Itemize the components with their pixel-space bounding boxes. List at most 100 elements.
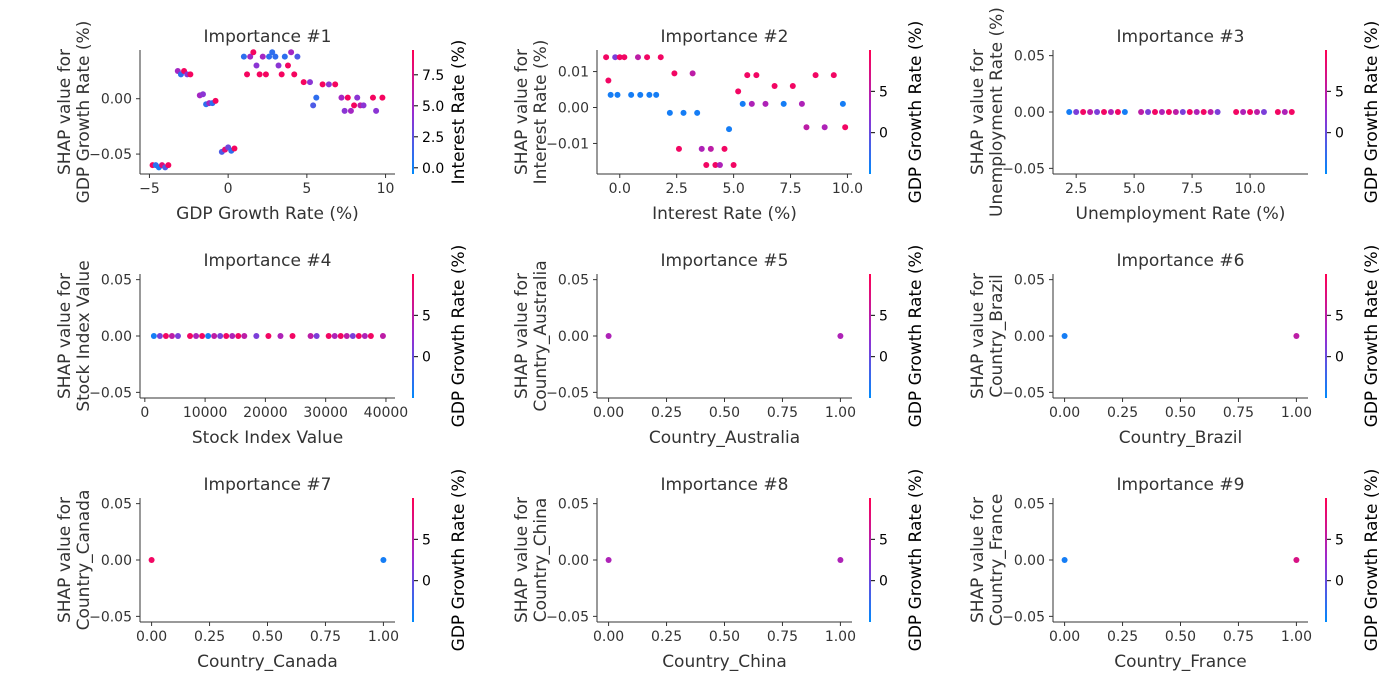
colorbar-tick-label: 5 — [879, 532, 888, 548]
colorbar-label-text: GDP Growth Rate (%) — [449, 469, 469, 652]
x-tick-label: 0.25 — [651, 405, 682, 421]
x-axis-label: Country_Australia — [649, 428, 800, 448]
data-point — [231, 145, 238, 152]
colorbar-tick-label: 0 — [1335, 126, 1344, 142]
data-point — [351, 102, 358, 109]
data-point — [373, 107, 380, 114]
data-point — [1138, 109, 1145, 115]
colorbar-tick-label: 0 — [879, 350, 888, 366]
data-point — [616, 54, 623, 61]
x-axis-label: Stock Index Value — [192, 428, 343, 448]
colorbar-label: GDP Growth Rate (%) — [1362, 21, 1382, 204]
data-point — [637, 91, 644, 98]
y-axis-label: SHAP value for GDP Growth Rate (%) — [55, 21, 94, 204]
y-tick-label: −0.05 — [1002, 161, 1045, 177]
data-point — [341, 107, 348, 114]
colorbar — [869, 50, 871, 174]
data-point — [235, 333, 242, 339]
data-point — [379, 94, 386, 101]
y-tick-label: 0.00 — [101, 92, 132, 108]
x-tick-label: 30000 — [303, 405, 348, 421]
chart-panel-4: Importance #4 0 10000 20000 30000 40000 −0.05 0… — [55, 245, 469, 448]
data-point — [1214, 109, 1221, 115]
x-tick-label: 0.50 — [252, 629, 283, 645]
colorbar-tick-label: 2.5 — [422, 130, 444, 146]
data-point — [1207, 109, 1214, 115]
data-point — [278, 71, 285, 78]
data-point — [156, 333, 163, 339]
data-point — [771, 82, 778, 89]
x-tick-label: 0.50 — [709, 405, 740, 421]
chart-title: Importance #7 — [204, 475, 332, 495]
y-tick-label: 0.05 — [101, 497, 132, 513]
y-tick-label: −0.05 — [546, 385, 589, 401]
x-tick-label: 0.00 — [1049, 629, 1080, 645]
data-point — [789, 82, 796, 89]
y-tick-label: −0.05 — [89, 609, 132, 625]
x-tick-label: 0.25 — [1107, 405, 1138, 421]
y-axis-label: SHAP value for Country_Australia — [512, 260, 551, 411]
data-point — [666, 109, 673, 116]
x-tick-label: 0.75 — [767, 405, 798, 421]
data-point — [1066, 109, 1073, 115]
data-point — [694, 109, 701, 116]
colorbar-label-text: GDP Growth Rate (%) — [906, 245, 926, 428]
data-point — [1114, 109, 1121, 115]
colorbar — [412, 50, 414, 174]
x-tick-label: 5.0 — [1123, 181, 1145, 197]
data-point — [716, 162, 723, 169]
x-tick-label: 0.25 — [651, 629, 682, 645]
data-point — [313, 333, 320, 339]
x-axis-label: Interest Rate (%) — [652, 204, 797, 224]
data-point — [217, 333, 224, 339]
colorbar-tick-label: 0 — [879, 126, 888, 142]
colorbar-label: Interest Rate (%) — [449, 40, 469, 185]
data-point — [1165, 109, 1172, 115]
chart-panel-8: Importance #80.00 0.25 0.50 0.75 1.00−0.050.… — [512, 469, 926, 672]
colorbar-tick-label: 0 — [422, 574, 431, 590]
x-tick-label: −5 — [139, 181, 160, 197]
y-axis-label-line-1: SHAP value for — [55, 49, 75, 175]
y-tick-label: 0.05 — [1014, 497, 1045, 513]
data-point — [1145, 109, 1152, 115]
data-point — [349, 333, 356, 339]
chart-panel-1: Importance #1 −5 0 5 10 −0.05 0.00 GDP Growth R… — [55, 21, 469, 224]
data-point — [1152, 109, 1158, 115]
data-point — [1293, 333, 1300, 339]
y-axis-label-line-2: Country_Brazil — [987, 274, 1007, 397]
colorbar-label: GDP Growth Rate (%) — [1362, 469, 1382, 652]
y-tick-label: 0.01 — [558, 65, 589, 81]
y-tick-label: 0.00 — [1014, 329, 1045, 345]
y-tick-label: 0.00 — [101, 329, 132, 345]
data-point — [294, 53, 301, 60]
y-tick-label: 0.05 — [1014, 273, 1045, 289]
data-point — [256, 71, 263, 78]
x-axis-label: Unemployment Rate (%) — [1076, 204, 1286, 224]
colorbar-label: GDP Growth Rate (%) — [1362, 245, 1382, 428]
data-point — [187, 71, 194, 78]
colorbar-tick-label: 0 — [1335, 350, 1344, 366]
chart-title: Importance #6 — [1117, 251, 1245, 271]
data-point — [253, 62, 260, 69]
data-point — [812, 72, 819, 79]
data-point — [344, 94, 351, 101]
chart-panel-2: Importance #2 0.0 2.5 5.0 7.5 10.0 −0.01 0.00 0.… — [512, 21, 926, 224]
data-point — [275, 62, 282, 69]
x-tick-label: 10 — [377, 181, 395, 197]
data-point — [1087, 109, 1094, 115]
x-tick-label: 7.5 — [779, 181, 801, 197]
x-tick-label: 1.00 — [825, 629, 856, 645]
y-tick-label: 0.00 — [1014, 105, 1045, 121]
data-point — [646, 91, 653, 98]
data-point — [343, 333, 350, 339]
data-point — [310, 102, 317, 109]
colorbar-label-text: GDP Growth Rate (%) — [906, 469, 926, 652]
data-point — [798, 100, 805, 107]
y-axis-label-line-1: SHAP value for — [55, 273, 75, 399]
chart-panel-9: Importance #90.00 0.25 0.50 0.75 1.00−0.050.… — [968, 469, 1382, 672]
colorbar-label-text: GDP Growth Rate (%) — [906, 21, 926, 204]
colorbar — [1325, 274, 1327, 398]
data-point — [603, 54, 610, 61]
data-point — [721, 145, 728, 152]
colorbar-tick-label: 5 — [879, 308, 888, 324]
